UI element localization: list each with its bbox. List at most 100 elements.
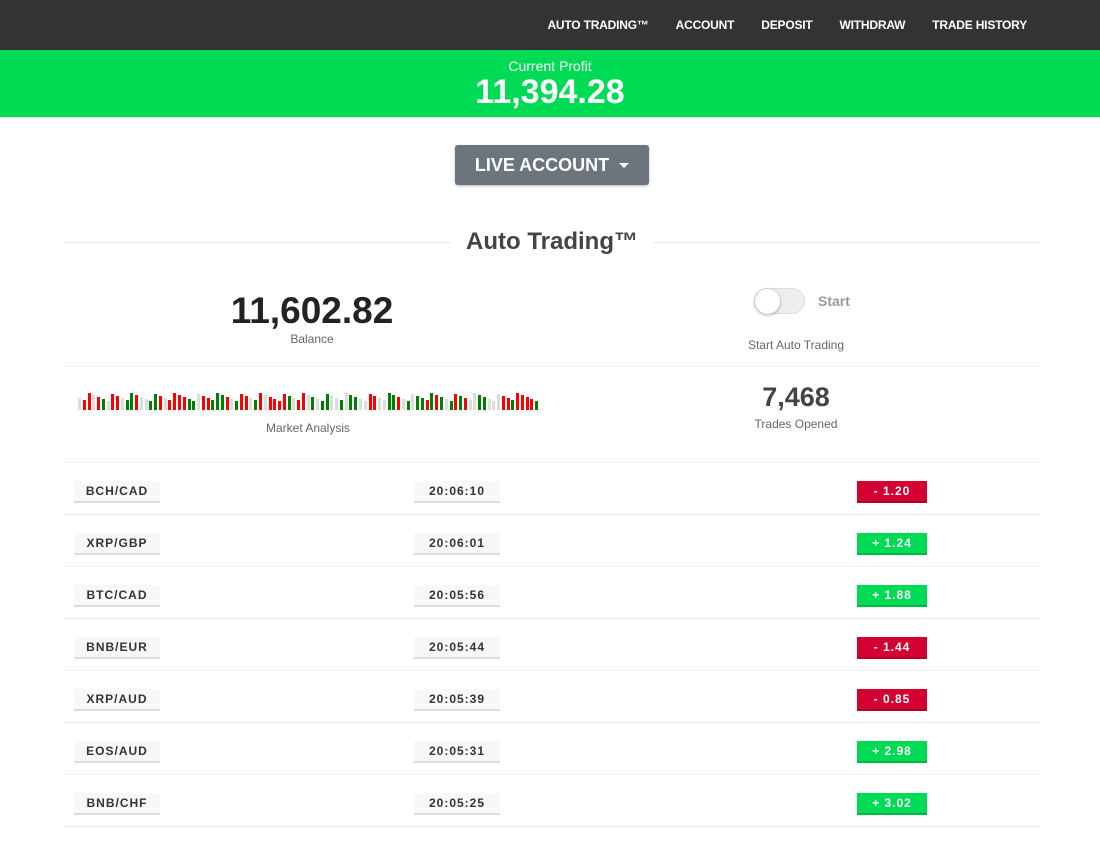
amount-badge: + 2.98 <box>857 741 927 763</box>
market-bar <box>520 395 524 410</box>
market-bar <box>230 399 234 410</box>
market-bar <box>97 397 101 410</box>
market-bar <box>435 395 439 410</box>
start-auto-trading-caption: Start Auto Trading <box>747 338 845 352</box>
market-bar <box>344 393 348 410</box>
market-bar <box>359 399 362 410</box>
market-bar <box>511 400 515 410</box>
market-bar <box>82 400 86 410</box>
toggle-switch[interactable] <box>754 288 805 314</box>
balance-block: 11,602.82 Balance <box>64 290 560 346</box>
nav-deposit[interactable]: DEPOSIT <box>761 18 813 32</box>
market-bar <box>258 393 262 410</box>
market-bar <box>254 400 258 410</box>
market-bar <box>287 396 291 410</box>
market-bar <box>444 399 448 410</box>
market-bar <box>397 397 401 410</box>
market-bar <box>301 393 305 410</box>
market-bar <box>239 394 243 410</box>
market-bar <box>297 400 301 410</box>
market-bar <box>187 399 191 410</box>
market-bar <box>406 401 410 410</box>
market-bar <box>101 399 105 410</box>
market-bar <box>225 397 229 410</box>
market-bar <box>282 394 286 410</box>
profit-banner: Current Profit 11,394.28 <box>0 50 1100 118</box>
divider <box>64 462 1040 463</box>
market-bar <box>378 398 382 410</box>
section-header: Auto Trading™ <box>64 227 1041 257</box>
nav-trade-history[interactable]: TRADE HISTORY <box>932 18 1027 32</box>
market-bar <box>387 393 391 410</box>
auto-trading-toggle[interactable]: Start <box>754 288 850 314</box>
amount-badge: + 1.24 <box>857 533 927 555</box>
nav-withdraw[interactable]: WITHDRAW <box>839 18 906 32</box>
market-bar <box>368 394 372 410</box>
market-bar <box>416 396 420 410</box>
table-row: BNB/EUR 20:05:44 - 1.44 <box>64 619 1040 671</box>
market-bar <box>425 400 429 410</box>
market-bar <box>401 399 405 410</box>
market-bar <box>492 401 496 410</box>
market-bar <box>235 401 239 410</box>
pair-badge: BCH/CAD <box>74 481 160 503</box>
market-bar <box>149 401 153 410</box>
balance-value: 11,602.82 <box>230 290 394 331</box>
market-bar <box>501 396 505 410</box>
pair-badge: BTC/CAD <box>74 585 160 607</box>
balance-label: Balance <box>290 332 334 346</box>
market-bar <box>439 397 443 410</box>
amount-badge: + 1.88 <box>857 585 927 607</box>
market-bar <box>244 396 248 410</box>
market-bar <box>168 400 172 410</box>
market-bar <box>106 401 110 410</box>
nav-account[interactable]: ACCOUNT <box>675 18 735 32</box>
account-dropdown-button[interactable]: LIVE ACCOUNT <box>455 145 649 185</box>
amount-badge: - 1.20 <box>857 481 927 503</box>
market-bar <box>311 397 315 410</box>
market-bar <box>454 394 458 410</box>
market-bar <box>411 394 415 410</box>
trades-opened-label: Trades Opened <box>754 417 838 431</box>
pair-badge: XRP/GBP <box>74 533 160 555</box>
market-bar <box>316 399 320 410</box>
amount-badge: - 0.85 <box>857 689 927 711</box>
market-bar <box>220 395 224 410</box>
table-row: BCH/CAD 20:06:10 - 1.20 <box>64 463 1040 515</box>
divider <box>652 241 1041 243</box>
market-bar <box>278 401 282 410</box>
market-bar <box>473 393 477 410</box>
market-bar <box>144 399 148 410</box>
market-bar <box>420 398 424 410</box>
profit-value: 11,394.28 <box>475 73 625 111</box>
market-bar <box>120 398 124 410</box>
market-bar <box>363 401 367 410</box>
market-bar <box>320 401 324 410</box>
market-bar <box>392 395 396 410</box>
market-bar <box>478 395 482 410</box>
market-bar <box>87 393 91 410</box>
market-bar <box>525 397 529 410</box>
pair-badge: BNB/CHF <box>74 793 160 815</box>
nav-auto-trading[interactable]: AUTO TRADING™ <box>547 18 649 32</box>
account-label: LIVE ACCOUNT <box>474 154 610 175</box>
top-nav: AUTO TRADING™ ACCOUNT DEPOSIT WITHDRAW T… <box>0 0 1100 50</box>
market-bar <box>206 398 210 410</box>
market-bar <box>173 393 177 410</box>
amount-badge: + 3.02 <box>857 793 927 815</box>
market-bar <box>116 396 120 410</box>
time-badge: 20:05:39 <box>414 689 500 711</box>
market-bar <box>135 395 139 410</box>
market-bar <box>92 395 96 410</box>
time-badge: 20:06:10 <box>414 481 500 503</box>
trades-opened-block: 7,468 Trades Opened <box>696 382 896 431</box>
profit-label: Current Profit <box>508 58 592 74</box>
table-row: XRP/AUD 20:05:39 - 0.85 <box>64 671 1040 723</box>
trades-opened-value: 7,468 <box>762 382 830 412</box>
market-bar <box>306 395 310 410</box>
market-bar <box>463 398 467 410</box>
table-row: EOS/AUD 20:05:31 + 2.98 <box>64 723 1040 775</box>
market-bar <box>163 398 167 410</box>
divider <box>64 241 453 243</box>
market-bar <box>430 393 434 410</box>
